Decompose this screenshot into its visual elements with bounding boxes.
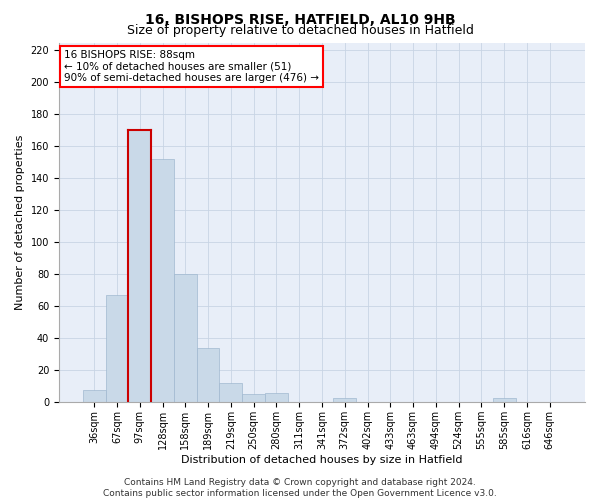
- Bar: [151, 159, 174, 402]
- Bar: [493, 398, 515, 402]
- Bar: [83, 390, 106, 402]
- Bar: [106, 295, 128, 403]
- Text: 16 BISHOPS RISE: 88sqm
← 10% of detached houses are smaller (51)
90% of semi-det: 16 BISHOPS RISE: 88sqm ← 10% of detached…: [64, 50, 319, 83]
- Text: Size of property relative to detached houses in Hatfield: Size of property relative to detached ho…: [127, 24, 473, 37]
- Bar: [242, 394, 265, 402]
- Bar: [220, 383, 242, 402]
- Bar: [174, 274, 197, 402]
- Bar: [265, 392, 288, 402]
- X-axis label: Distribution of detached houses by size in Hatfield: Distribution of detached houses by size …: [181, 455, 463, 465]
- Text: 16, BISHOPS RISE, HATFIELD, AL10 9HB: 16, BISHOPS RISE, HATFIELD, AL10 9HB: [145, 12, 455, 26]
- Bar: [334, 398, 356, 402]
- Bar: [128, 130, 151, 402]
- Text: Contains HM Land Registry data © Crown copyright and database right 2024.
Contai: Contains HM Land Registry data © Crown c…: [103, 478, 497, 498]
- Y-axis label: Number of detached properties: Number of detached properties: [15, 134, 25, 310]
- Bar: [197, 348, 220, 403]
